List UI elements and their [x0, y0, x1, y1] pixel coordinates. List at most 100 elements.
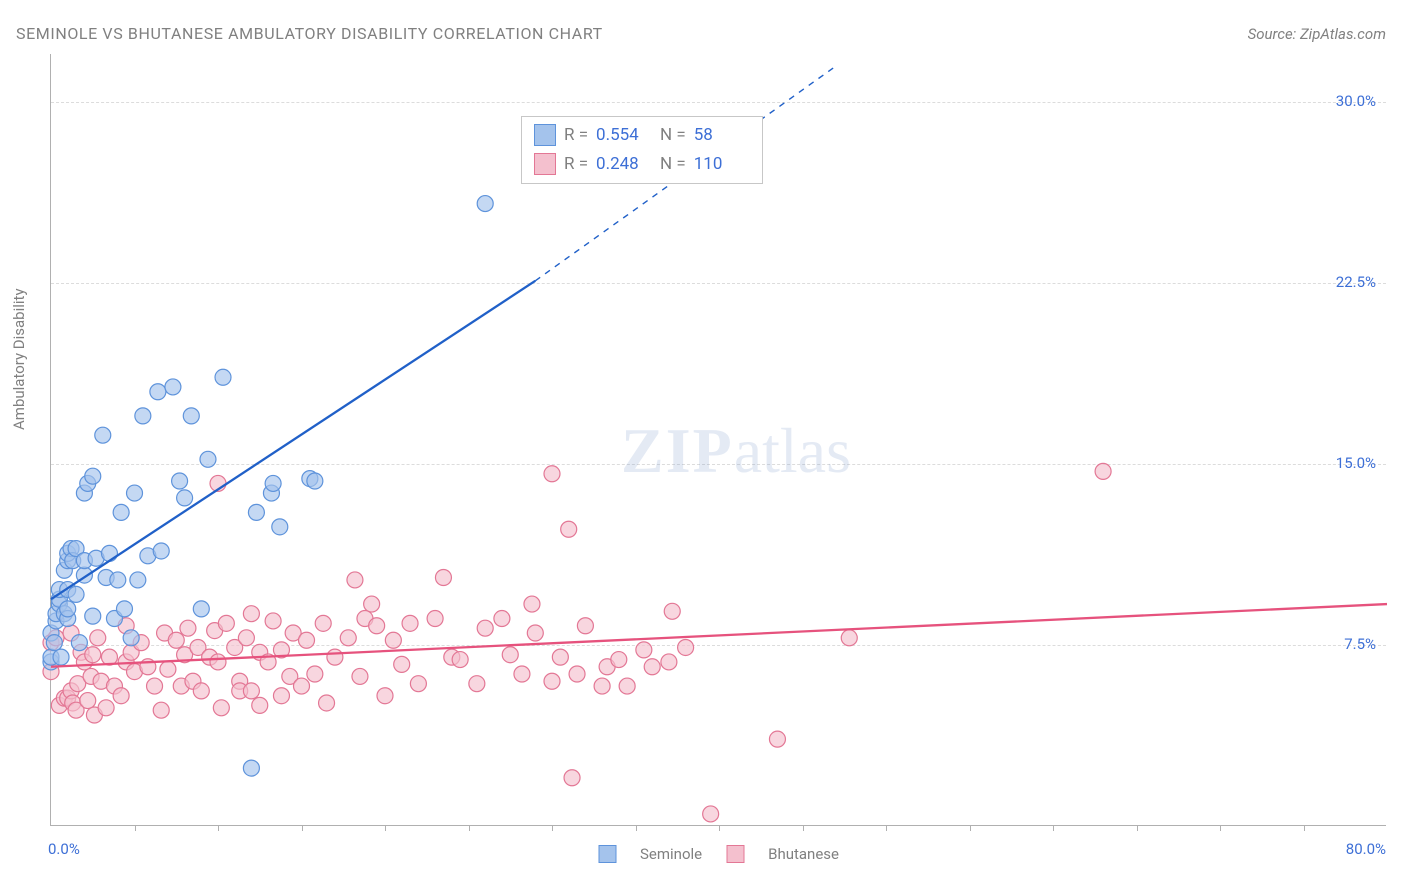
data-point — [561, 521, 577, 537]
x-tick — [302, 825, 303, 831]
data-point — [80, 693, 96, 709]
data-point — [664, 603, 680, 619]
data-point — [218, 615, 234, 631]
data-point — [435, 570, 451, 586]
data-point — [147, 678, 163, 694]
data-point — [352, 668, 368, 684]
data-point — [569, 666, 585, 682]
data-point — [153, 543, 169, 559]
n-seminole: 58 — [694, 121, 750, 150]
data-point — [215, 369, 231, 385]
x-tick — [719, 825, 720, 831]
data-point — [123, 630, 139, 646]
data-point — [252, 697, 268, 713]
data-point — [46, 635, 62, 651]
swatch-seminole-bottom — [598, 845, 616, 863]
legend-label-bhutanese: Bhutanese — [768, 845, 839, 863]
x-tick — [970, 825, 971, 831]
data-point — [160, 661, 176, 677]
data-point — [243, 606, 259, 622]
data-point — [644, 659, 660, 675]
data-point — [544, 466, 560, 482]
data-point — [98, 700, 114, 716]
data-point — [165, 379, 181, 395]
data-point — [90, 630, 106, 646]
data-point — [502, 647, 518, 663]
data-point — [452, 652, 468, 668]
x-tick — [803, 825, 804, 831]
data-point — [494, 611, 510, 627]
data-point — [469, 676, 485, 692]
data-point — [193, 601, 209, 617]
data-point — [769, 731, 785, 747]
r-bhutanese: 0.248 — [596, 150, 652, 179]
data-point — [319, 695, 335, 711]
data-point — [385, 632, 401, 648]
data-point — [315, 615, 331, 631]
data-point — [210, 654, 226, 670]
data-point — [248, 504, 264, 520]
correlation-legend: R = 0.554 N = 58 R = 0.248 N = 110 — [521, 116, 763, 184]
data-point — [477, 196, 493, 212]
plot-area: 7.5%15.0%22.5%30.0% ZIPatlas R = 0.554 N… — [50, 54, 1386, 826]
data-point — [200, 451, 216, 467]
data-point — [347, 572, 363, 588]
x-tick — [886, 825, 887, 831]
data-point — [564, 770, 580, 786]
data-point — [153, 702, 169, 718]
data-point — [661, 654, 677, 670]
x-tick — [1220, 825, 1221, 831]
data-point — [116, 601, 132, 617]
data-point — [619, 678, 635, 694]
data-point — [841, 630, 857, 646]
data-point — [243, 683, 259, 699]
data-point — [85, 608, 101, 624]
source-label: Source: ZipAtlas.com — [1248, 25, 1386, 43]
data-point — [180, 620, 196, 636]
data-point — [150, 384, 166, 400]
legend-label-seminole: Seminole — [640, 845, 702, 863]
data-point — [340, 630, 356, 646]
data-point — [127, 485, 143, 501]
data-point — [183, 408, 199, 424]
data-point — [377, 688, 393, 704]
x-tick — [636, 825, 637, 831]
data-point — [364, 596, 380, 612]
data-point — [135, 408, 151, 424]
data-point — [95, 427, 111, 443]
data-point — [410, 676, 426, 692]
data-point — [514, 666, 530, 682]
x-tick — [1137, 825, 1138, 831]
r-seminole: 0.554 — [596, 121, 652, 150]
n-bhutanese: 110 — [694, 150, 750, 179]
data-point — [307, 473, 323, 489]
x-tick — [135, 825, 136, 831]
data-point — [177, 490, 193, 506]
data-point — [369, 618, 385, 634]
x-tick — [552, 825, 553, 831]
x-min-label: 0.0% — [48, 840, 80, 858]
data-point — [294, 678, 310, 694]
data-point — [168, 632, 184, 648]
data-point — [172, 473, 188, 489]
data-point — [238, 630, 254, 646]
data-point — [402, 615, 418, 631]
legend-row-seminole: R = 0.554 N = 58 — [534, 121, 750, 150]
data-point — [327, 649, 343, 665]
x-tick — [218, 825, 219, 831]
data-point — [299, 632, 315, 648]
data-point — [272, 519, 288, 535]
data-point — [703, 806, 719, 822]
data-point — [678, 639, 694, 655]
data-point — [60, 601, 76, 617]
data-point — [193, 683, 209, 699]
x-tick — [1304, 825, 1305, 831]
x-tick — [385, 825, 386, 831]
data-point — [68, 586, 84, 602]
trend-line — [51, 281, 535, 599]
x-tick — [1053, 825, 1054, 831]
data-point — [594, 678, 610, 694]
title-bar: SEMINOLE VS BHUTANESE AMBULATORY DISABIL… — [16, 24, 1386, 43]
data-point — [273, 688, 289, 704]
swatch-bhutanese-bottom — [726, 845, 744, 863]
